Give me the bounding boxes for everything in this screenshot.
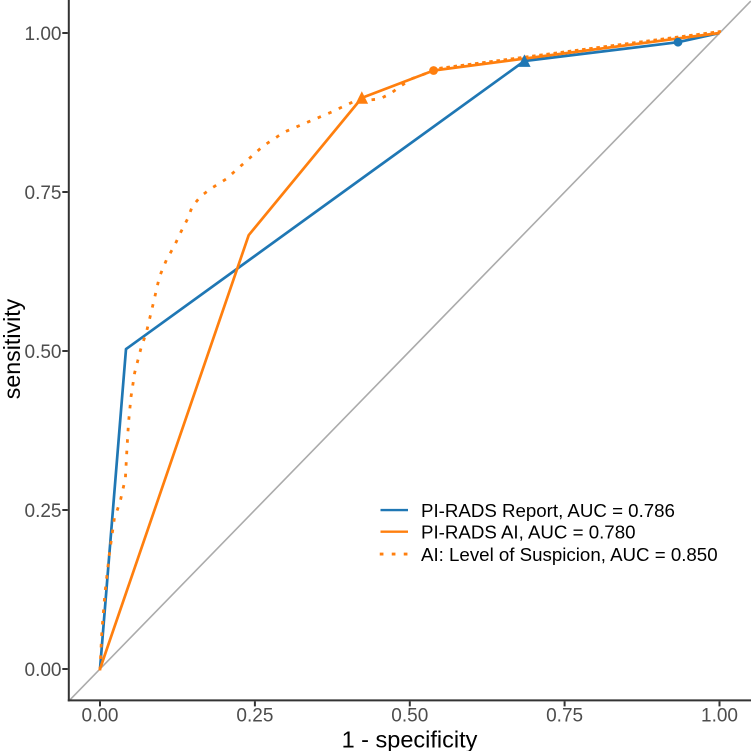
svg-text:sensitivity: sensitivity (0, 298, 25, 399)
svg-text:0.25: 0.25 (25, 501, 62, 522)
svg-text:0.25: 0.25 (236, 705, 273, 726)
svg-text:1.00: 1.00 (25, 24, 62, 45)
svg-text:0.75: 0.75 (25, 183, 62, 204)
svg-text:0.00: 0.00 (25, 660, 62, 681)
svg-text:PI-RADS AI, AUC = 0.780: PI-RADS AI, AUC = 0.780 (421, 522, 636, 543)
svg-text:0.75: 0.75 (546, 705, 583, 726)
svg-text:AI: Level of Suspicion, AUC =: AI: Level of Suspicion, AUC = 0.850 (421, 544, 718, 565)
svg-text:1.00: 1.00 (701, 705, 738, 726)
svg-text:0.50: 0.50 (391, 705, 428, 726)
svg-text:1 - specificity: 1 - specificity (342, 727, 478, 752)
svg-text:PI-RADS Report, AUC = 0.786: PI-RADS Report, AUC = 0.786 (421, 500, 675, 521)
svg-text:0.50: 0.50 (25, 342, 62, 363)
svg-text:0.00: 0.00 (82, 705, 119, 726)
